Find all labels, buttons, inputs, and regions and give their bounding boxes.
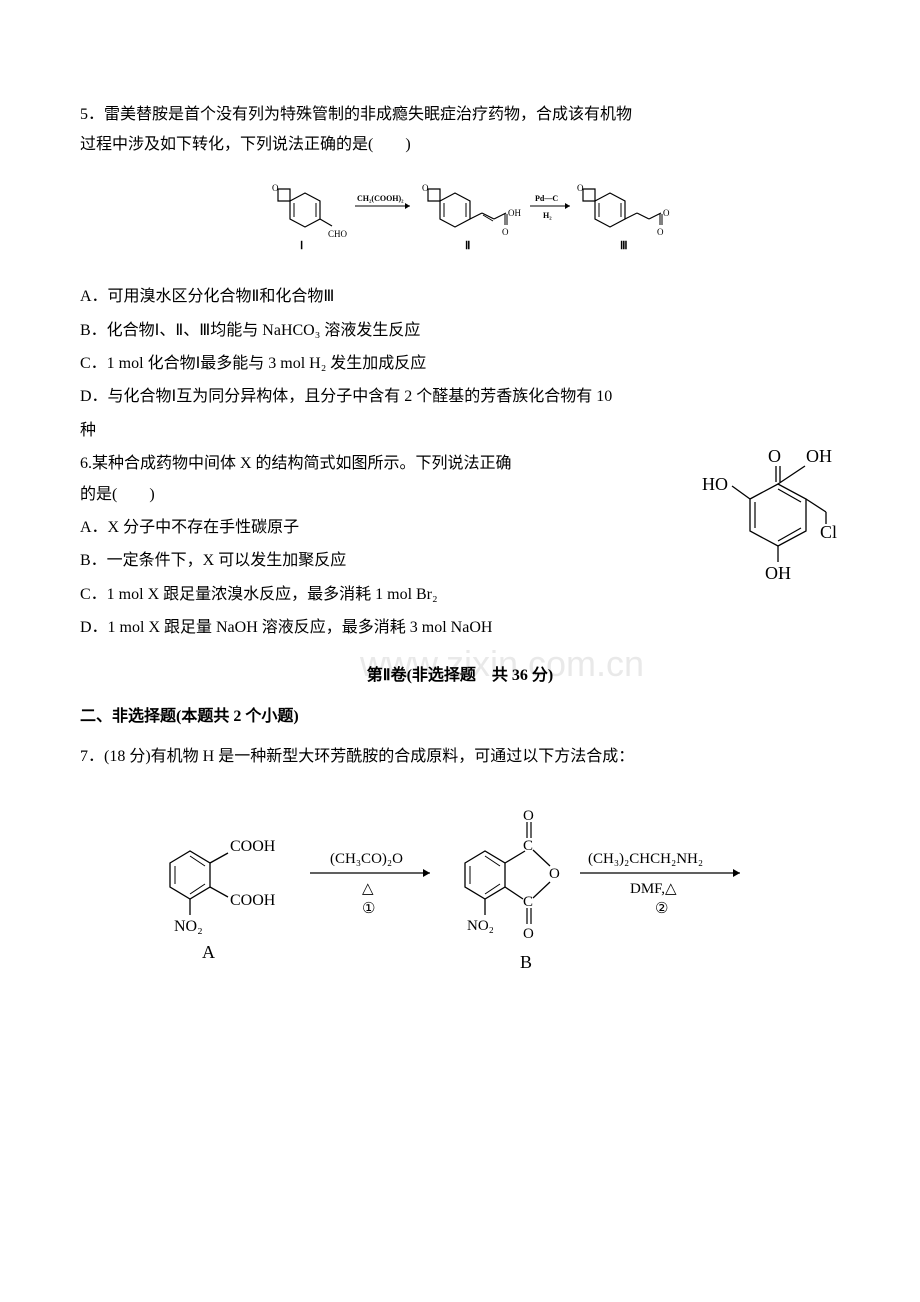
svg-text:OH: OH [663,208,670,218]
molecule-x-svg: O OH HO Cl OH [680,444,840,594]
svg-text:OH: OH [806,446,832,466]
svg-text:HO: HO [702,474,728,494]
svg-text:△: △ [362,881,374,897]
question-6: O OH HO Cl OH 6.某种合成药物中间体 X 的结构简式如图所示。下列… [80,449,840,646]
svg-text:Pd—C: Pd—C [535,194,558,203]
svg-text:O: O [422,183,429,193]
svg-text:(CH₃CO)₂O: (CH₃CO)₂O [330,851,403,867]
svg-text:O: O [502,227,509,237]
q5-option-d-line1: D．与化合物Ⅰ互为同分异构体，且分子中含有 2 个醛基的芳香族化合物有 10 [80,382,840,412]
svg-text:C: C [523,838,533,854]
q5-option-d-line2: 种 [80,416,840,446]
svg-text:Cl: Cl [820,522,837,542]
section-2-subsection: 二、非选择题(本题共 2 个小题) [80,702,840,732]
svg-text:CHO: CHO [328,229,348,239]
q5-option-c: C．1 mol 化合物Ⅰ最多能与 3 mol H₂ 发生加成反应 [80,349,840,379]
svg-text:B: B [520,952,532,972]
svg-text:O: O [272,183,279,193]
svg-text:H₂: H₂ [543,211,552,220]
svg-text:O: O [549,866,560,882]
svg-text:Ⅰ: Ⅰ [300,240,303,252]
question-7: 7．(18 分)有机物 H 是一种新型大环芳酰胺的合成原料，可通过以下方法合成：… [80,742,840,1014]
svg-text:NO₂: NO₂ [467,918,494,934]
section-2-header: 第Ⅱ卷(非选择题 共 36 分) [80,661,840,691]
svg-text:OH: OH [508,208,521,218]
svg-text:A: A [202,942,215,962]
svg-text:COOH: COOH [230,892,276,909]
svg-text:O: O [577,183,584,193]
synthesis-svg: COOH COOH NO₂ A (CH₃CO)₂O △ ① [110,783,810,1003]
svg-text:②: ② [655,901,668,917]
q5-stem-line2: 过程中涉及如下转化，下列说法正确的是( ) [80,130,840,160]
svg-text:O: O [523,926,534,942]
svg-text:Ⅱ: Ⅱ [465,240,470,252]
q5-reaction-diagram: O CHO Ⅰ CH₂(COOH)₂ O [80,171,840,272]
svg-text:(CH₃)₂CHCH₂NH₂: (CH₃)₂CHCH₂NH₂ [588,851,703,867]
svg-text:①: ① [362,901,375,917]
svg-text:COOH: COOH [230,838,276,855]
q6-option-d: D．1 mol X 跟足量 NaOH 溶液反应，最多消耗 3 mol NaOH [80,613,840,643]
svg-text:CH₂(COOH)₂: CH₂(COOH)₂ [357,194,404,203]
svg-text:O: O [768,446,781,466]
question-5: 5．雷美替胺是首个没有列为特殊管制的非成瘾失眠症治疗药物，合成该有机物 过程中涉… [80,100,840,446]
q7-synthesis-diagram: COOH COOH NO₂ A (CH₃CO)₂O △ ① [80,783,840,1014]
svg-text:O: O [657,227,664,237]
q5-option-b: B．化合物Ⅰ、Ⅱ、Ⅲ均能与 NaHCO₃ 溶液发生反应 [80,316,840,346]
svg-text:Ⅲ: Ⅲ [620,240,628,252]
svg-text:C: C [523,894,533,910]
q6-structure: O OH HO Cl OH [680,444,840,605]
q5-option-a: A．可用溴水区分化合物Ⅱ和化合物Ⅲ [80,282,840,312]
q7-stem: 7．(18 分)有机物 H 是一种新型大环芳酰胺的合成原料，可通过以下方法合成： [80,742,840,772]
svg-text:NO₂: NO₂ [174,918,203,935]
svg-text:O: O [523,808,534,824]
svg-text:OH: OH [765,563,791,583]
q5-stem-line1: 5．雷美替胺是首个没有列为特殊管制的非成瘾失眠症治疗药物，合成该有机物 [80,100,840,130]
svg-text:DMF,△: DMF,△ [630,881,677,897]
reaction-scheme-svg: O CHO Ⅰ CH₂(COOH)₂ O [250,171,670,261]
